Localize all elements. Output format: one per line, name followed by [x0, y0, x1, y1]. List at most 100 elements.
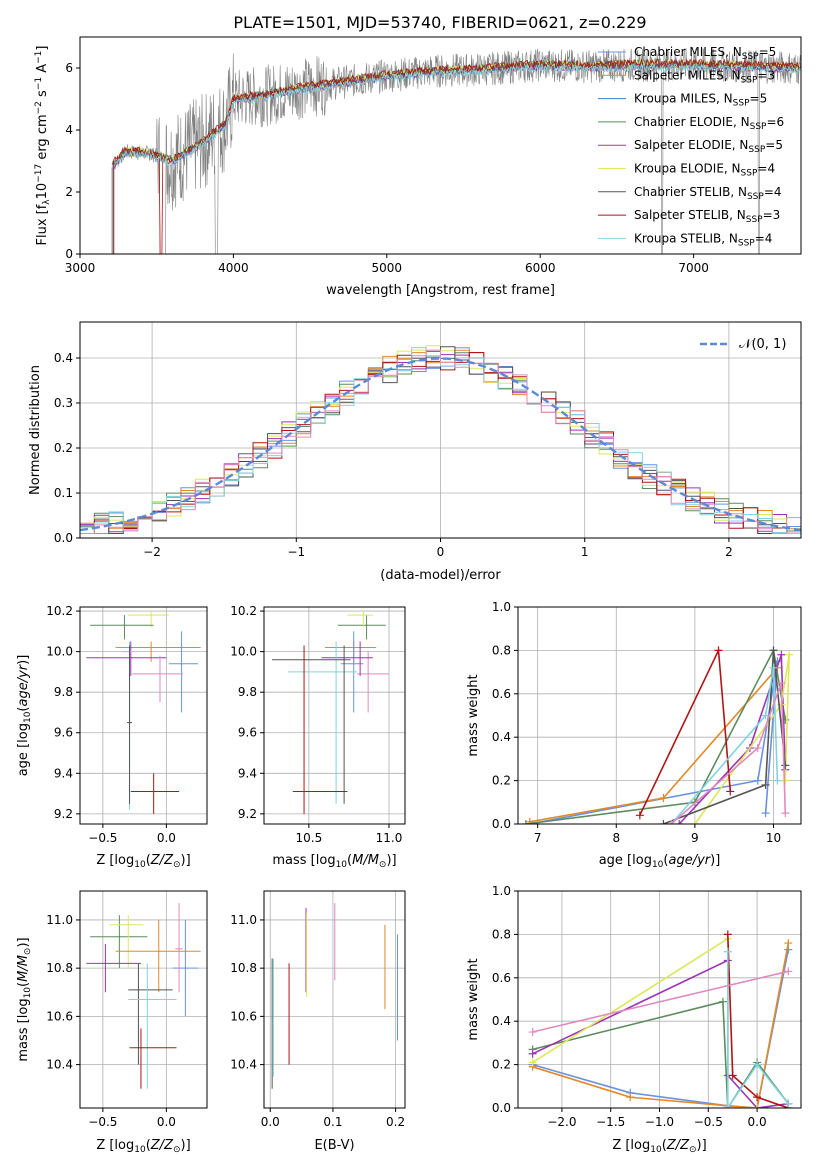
axes-frame — [517, 606, 802, 825]
plot-area-weight-Z — [528, 930, 793, 1108]
x-tick-label: 0.1 — [323, 1115, 342, 1129]
x-axis-label: Z [log10​(Z/Z⊙​)] — [96, 1138, 190, 1155]
legend-entry: Kroupa MILES, NSSP​=5 — [634, 92, 767, 109]
x-tick-label: 0 — [437, 545, 445, 559]
weight-marker — [777, 678, 786, 687]
y-tick-label: 11.0 — [46, 913, 73, 927]
axes-frame — [79, 890, 208, 1109]
y-axis-label: mass weight — [466, 674, 481, 756]
x-tick-label: 4000 — [218, 261, 249, 275]
weight-line-ks — [727, 951, 789, 1108]
x-tick-label: 8 — [612, 831, 620, 845]
data-point — [365, 624, 368, 627]
weight-marker — [781, 809, 790, 818]
y-tick-label: 0 — [65, 247, 73, 261]
panel-age-Z: −0.5 0.0 9.2 9.4 9.6 9.8 10.0 10.2 Z [log10​(Z/Z… — [16, 604, 208, 870]
weight-marker — [753, 1060, 762, 1069]
y-tick-label: 0.4 — [54, 351, 73, 365]
panel-spectrum: 3000 4000 5000 6000 7000 0 2 4 6 wavelength [Angs… — [34, 36, 802, 298]
plot-area-spectrum — [111, 47, 801, 254]
normal-curve — [80, 357, 801, 532]
legend-entry: Salpeter ELODIE, NSSP​=5 — [634, 138, 783, 155]
legend-entry: Chabrier STELIB, NSSP​=4 — [634, 185, 782, 202]
data-point — [184, 967, 187, 969]
y-axis-label: mass weight — [466, 958, 481, 1040]
y-tick-label: 0.2 — [492, 774, 511, 788]
legend-entry: 𝒩(0, 1) — [739, 337, 786, 352]
y-tick-label: 10.0 — [46, 645, 73, 659]
weight-marker — [769, 663, 778, 672]
weight-marker — [726, 787, 735, 796]
x-tick-label: −0.5 — [694, 1115, 723, 1129]
weight-marker — [777, 650, 786, 659]
y-tick-label: 0.2 — [54, 441, 73, 455]
plot-area-mass-Z — [86, 903, 201, 1089]
x-axis-label: Z [log10​(Z/Z⊙​)] — [96, 853, 190, 870]
data-point — [146, 998, 149, 1001]
x-tick-label: 2 — [725, 545, 733, 559]
x-tick-label: 10.5 — [296, 831, 323, 845]
data-point — [157, 950, 160, 953]
data-point — [303, 790, 305, 793]
x-tick-label: 3000 — [65, 261, 96, 275]
legend-entry: Kroupa ELODIE, NSSP​=4 — [634, 162, 775, 179]
weight-marker — [528, 1049, 537, 1058]
y-tick-label: 10.6 — [46, 1009, 73, 1023]
x-axis-label: E(B-V) — [314, 1138, 354, 1153]
data-point — [137, 989, 140, 991]
y-tick-label: 10.6 — [230, 1009, 257, 1023]
y-tick-label: 0.1 — [54, 486, 73, 500]
weight-marker — [784, 1099, 793, 1108]
y-tick-label: 9.6 — [238, 726, 257, 740]
weight-marker — [723, 1104, 732, 1108]
y-tick-label: 10.8 — [46, 961, 73, 975]
plot-area-age-mass — [272, 611, 389, 814]
x-axis-label: Z [log10​(Z/Z⊙​)] — [612, 1138, 706, 1155]
weight-marker — [753, 744, 762, 753]
model-line-8 — [111, 62, 801, 170]
y-tick-label: 11.0 — [230, 913, 257, 927]
axes-frame — [79, 606, 208, 825]
weight-marker — [785, 650, 794, 659]
histogram-pk — [80, 349, 801, 534]
y-tick-label: 9.6 — [54, 726, 73, 740]
y-tick-label: 0.8 — [492, 927, 511, 941]
data-point — [140, 1046, 142, 1049]
data-point — [130, 656, 132, 659]
y-tick-label: 0.8 — [492, 643, 511, 657]
y-tick-label: 2 — [65, 185, 73, 199]
weight-line-ce — [532, 1000, 789, 1108]
y-tick-label: 6 — [65, 61, 73, 75]
x-tick-label: −1 — [287, 545, 305, 559]
y-tick-label: 1.0 — [492, 884, 511, 898]
weight-marker — [521, 820, 530, 824]
weight-marker — [761, 780, 770, 789]
y-tick-label: 9.2 — [238, 807, 257, 821]
data-point — [127, 923, 130, 926]
y-axis-label: mass [log10​(M/M⊙​)] — [16, 937, 33, 1061]
weight-line-ss — [639, 647, 732, 816]
x-tick-label: −2 — [143, 545, 161, 559]
weight-line-pk — [532, 970, 789, 1033]
weight-line-ks — [670, 667, 779, 824]
data-point — [104, 962, 107, 965]
x-tick-label: 0.2 — [386, 1115, 405, 1129]
x-tick-label: 1 — [581, 545, 589, 559]
weight-marker — [525, 817, 534, 824]
weight-line-ss — [727, 934, 789, 1108]
data-point — [352, 662, 355, 665]
weight-marker — [728, 1071, 737, 1080]
y-tick-label: 10.2 — [46, 604, 73, 618]
x-axis-label: age [log10​(age/yr)] — [599, 853, 721, 870]
data-point — [178, 948, 180, 950]
x-axis-label: wavelength [Angstrom, rest frame] — [326, 283, 555, 298]
weight-marker — [659, 820, 668, 824]
x-axis-label: (data-model)/error — [380, 568, 501, 583]
y-tick-label: 10.8 — [230, 961, 257, 975]
weight-line-ce — [525, 647, 787, 824]
plot-area-age-Z — [86, 611, 201, 814]
legend-entry: Chabrier MILES, NSSP​=5 — [634, 45, 776, 62]
legend: Chabrier MILES, NSSP​=5 Salpeter MILES, N… — [598, 45, 784, 248]
y-tick-label: 4 — [65, 123, 73, 137]
panel-weight-age: 7 8 9 10 0.0 0.2 0.4 0.6 0.8 1.0 age [log10​(age/y… — [466, 600, 802, 870]
